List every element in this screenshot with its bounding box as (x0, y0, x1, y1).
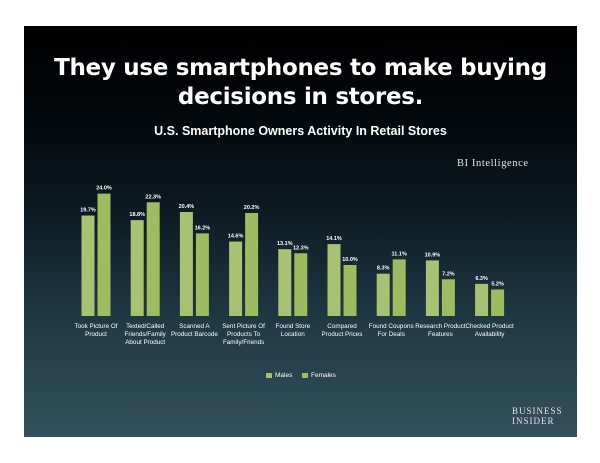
value-label-females-0: 24.0% (96, 186, 112, 192)
category-label-7-line-0: Research Product (415, 323, 466, 330)
category-label-6-line-0: Found Coupons (369, 323, 414, 330)
value-label-females-6: 11.1% (392, 251, 407, 257)
value-label-males-8: 6.3% (475, 276, 488, 282)
bar-males-1 (130, 220, 144, 316)
category-label-4-line-1: Location (281, 331, 305, 338)
legend-item-females: Females (302, 372, 336, 379)
bar-females-3 (245, 212, 259, 316)
bar-males-4 (278, 249, 292, 316)
value-label-females-4: 12.3% (293, 245, 309, 251)
category-label-0-line-0: Took Picture Of (74, 323, 117, 330)
category-label-8-line-0: Checked Product (465, 323, 514, 330)
bar-females-1 (146, 202, 160, 316)
logo-line-1: BUSINESS (512, 406, 563, 416)
slide: They use smartphones to make buying deci… (24, 26, 577, 437)
legend-label-females: Females (311, 372, 336, 379)
value-label-males-2: 20.4% (179, 204, 195, 210)
value-label-males-5: 14.1% (326, 236, 342, 242)
value-label-females-5: 10.0% (342, 257, 358, 263)
value-label-males-3: 14.6% (228, 234, 244, 240)
value-label-males-1: 18.8% (129, 212, 145, 218)
value-label-males-7: 10.9% (425, 252, 441, 258)
chart-title: U.S. Smartphone Owners Activity In Retai… (154, 124, 447, 138)
logo-line-2: INSIDER (512, 416, 555, 426)
bar-males-8 (475, 283, 489, 316)
legend-label-males: Males (275, 372, 293, 379)
value-label-females-1: 22.3% (145, 194, 161, 200)
bar-males-6 (376, 273, 390, 316)
value-label-females-2: 16.2% (195, 225, 211, 231)
bar-females-0 (97, 193, 111, 316)
bar-males-3 (229, 241, 243, 316)
category-label-4-line-0: Found Store (275, 323, 310, 330)
headline-line-2: decisions in stores. (177, 84, 424, 110)
category-label-7-line-1: Features (428, 331, 453, 338)
category-label-5-line-1: Product Prices (322, 331, 363, 338)
bar-chart: 19.7% 24.0% 18.8% 22.3% 20.4% 16.2% 14.6% 20.2%… (74, 186, 514, 346)
category-label-3-line-2: Family/Friends (223, 339, 264, 346)
category-label-1-line-0: Texted/Called (126, 323, 165, 330)
category-label-1-line-2: About Product (125, 339, 165, 346)
category-label-2-line-0: Scanned A (179, 323, 210, 330)
category-label-5-line-0: Compared (327, 323, 357, 330)
bar-males-0 (81, 215, 95, 316)
category-label-3-line-1: Products To (227, 331, 261, 338)
value-label-females-3: 20.2% (244, 205, 260, 211)
legend-swatch-females (302, 373, 308, 378)
value-label-males-4: 13.1% (277, 241, 293, 247)
category-label-8-line-1: Availability (475, 331, 505, 338)
headline-line-1: They use smartphones to make buying (54, 55, 547, 81)
category-label-2-line-1: Product Barcode (171, 331, 218, 338)
legend-swatch-males (266, 373, 272, 378)
category-label-0-line-1: Product (85, 331, 107, 338)
legend-item-males: Males (266, 372, 292, 379)
business-insider-logo: BUSINESS INSIDER (512, 406, 563, 426)
headline: They use smartphones to make buying deci… (24, 54, 577, 112)
category-label-3-line-0: Sent Picture Of (222, 323, 265, 330)
category-label-6-line-1: For Deals (378, 331, 405, 338)
bi-intelligence-watermark: BI Intelligence (457, 158, 529, 169)
value-label-females-8: 5.2% (491, 281, 504, 287)
value-label-males-6: 8.3% (377, 266, 390, 272)
bar-males-5 (327, 244, 341, 316)
bar-females-8 (491, 289, 505, 316)
bar-females-6 (392, 259, 406, 316)
category-label-1-line-1: Friends/Family (125, 331, 167, 338)
bar-males-7 (425, 260, 439, 316)
bar-females-4 (294, 253, 308, 316)
value-label-males-0: 19.7% (80, 208, 96, 214)
value-label-females-7: 7.2% (442, 271, 455, 277)
bar-females-5 (343, 265, 357, 316)
bar-females-2 (195, 233, 209, 316)
bar-males-2 (179, 211, 193, 316)
bar-females-7 (441, 279, 455, 316)
